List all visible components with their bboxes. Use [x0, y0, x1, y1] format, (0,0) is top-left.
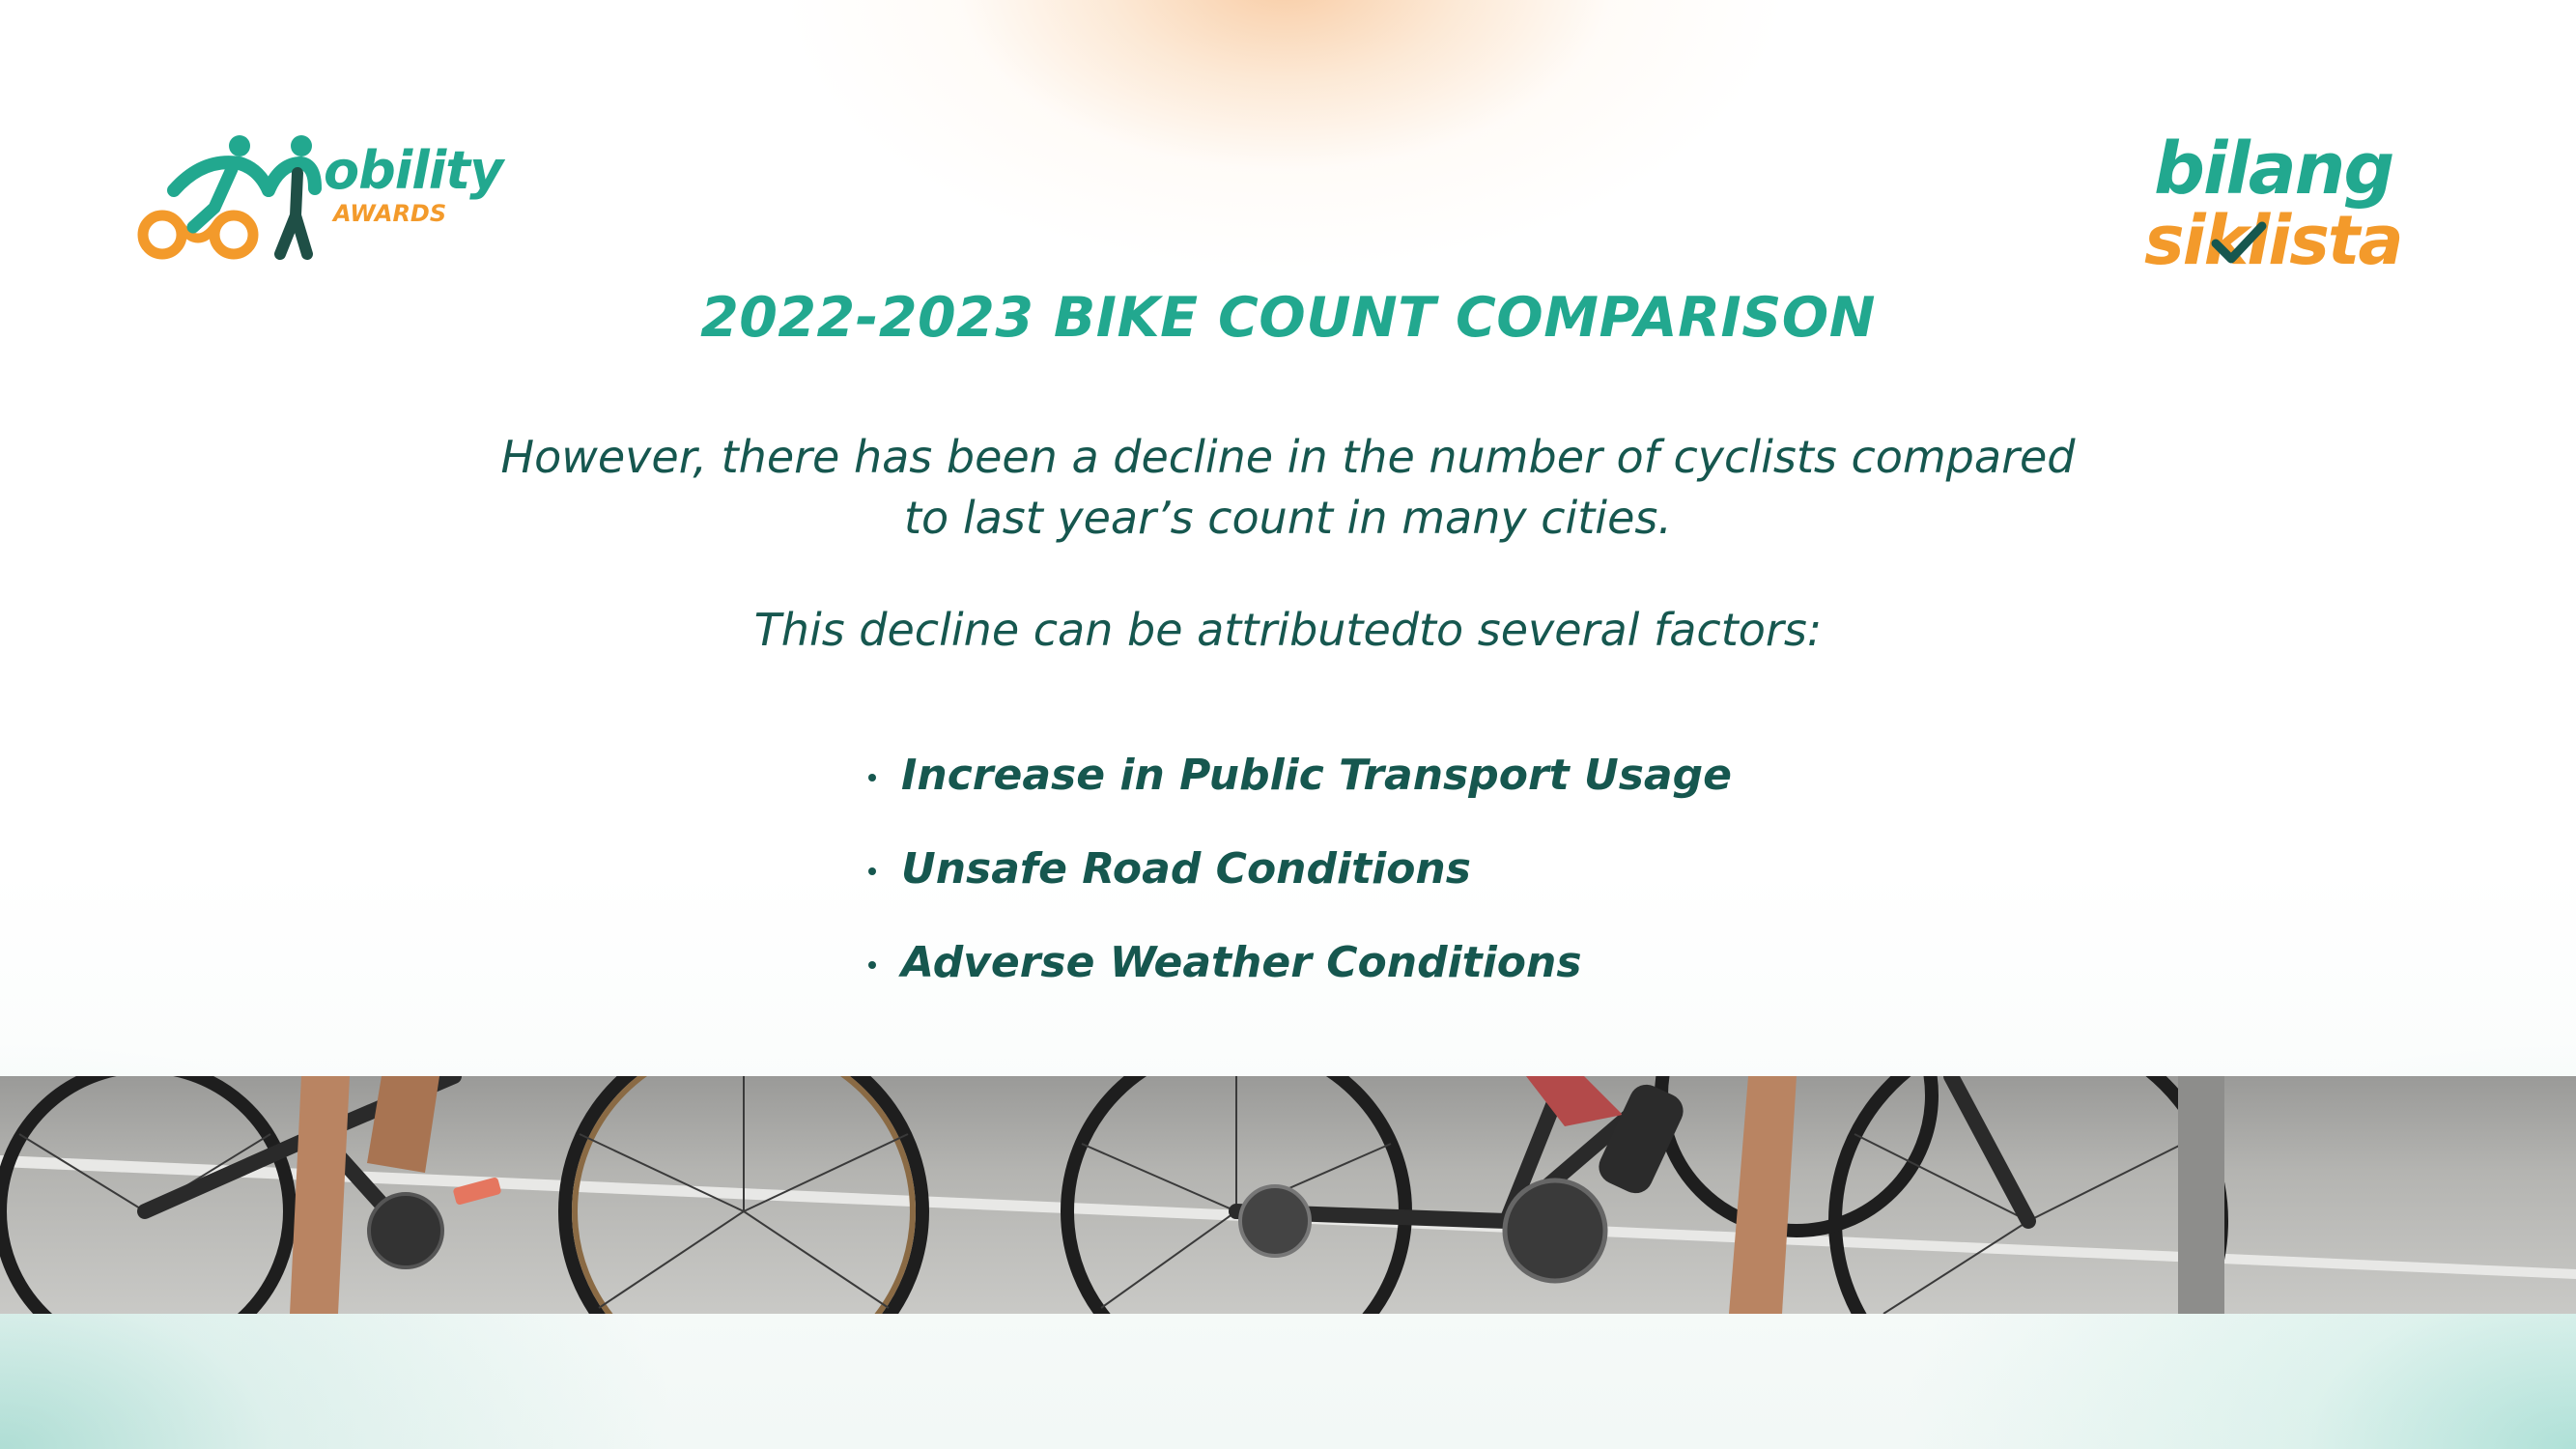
bullet-icon [868, 774, 876, 781]
bilang-logo-word: bilang [2154, 128, 2394, 211]
bullet-icon [868, 867, 876, 875]
page-title: 2022-2023 BIKE COUNT COMPARISON [700, 286, 1876, 350]
mobility-awards-logo: obility AWARDS [135, 130, 503, 275]
intro-line-1: However, there has been a decline in the… [500, 431, 2076, 483]
intro-line-2: to last year’s count in many cities. [904, 492, 1672, 544]
intro-paragraph: However, there has been a decline in the… [0, 427, 2576, 549]
list-item: Unsafe Road Conditions [864, 842, 1732, 936]
siklista-logo-word: siklista [2144, 201, 2404, 280]
bullet-icon [868, 961, 876, 969]
bicycles-illustration [0, 1076, 2576, 1314]
list-item: Increase in Public Transport Usage [864, 749, 1732, 842]
check-icon [2211, 221, 2267, 264]
mobility-logo-sub: AWARDS [333, 200, 447, 227]
list-item: Adverse Weather Conditions [864, 936, 1732, 1030]
cyclists-figure-icon [137, 135, 322, 260]
factors-list: Increase in Public Transport Usage Unsaf… [864, 749, 1732, 1030]
factor-label: Adverse Weather Conditions [901, 938, 1582, 987]
mobility-logo-word: obility [324, 140, 503, 201]
factor-label: Increase in Public Transport Usage [901, 751, 1732, 800]
bicycles-photo [0, 1076, 2576, 1314]
factors-lead: This decline can be attributedto several… [753, 604, 1823, 656]
bilang-siklista-logo: bilang siklista [2144, 128, 2453, 280]
factor-label: Unsafe Road Conditions [901, 844, 1471, 894]
